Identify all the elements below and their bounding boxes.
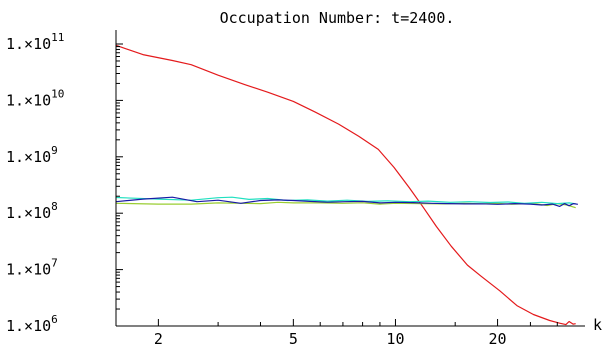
chart-title: Occupation Number: t=2400. (220, 9, 455, 27)
y-tick-label: 1.×109 (6, 144, 58, 166)
series-layer (115, 44, 578, 326)
x-tick-label: 10 (386, 330, 404, 347)
y-tick-label: 1.×106 (6, 313, 58, 335)
series-line-1 (115, 44, 576, 326)
series-line-4 (115, 196, 578, 207)
series-line-2 (115, 201, 576, 209)
y-tick-label: 1.×1011 (6, 31, 64, 53)
x-tick-label: 2 (154, 330, 163, 347)
y-tick-label: 1.×107 (6, 257, 58, 279)
y-tick-label: 1.×108 (6, 200, 58, 222)
x-tick-label: 5 (289, 330, 298, 347)
x-tick-label: 20 (489, 330, 507, 347)
y-tick-label: 1.×1010 (6, 87, 64, 109)
x-ticks: 2 5 10 20 (154, 319, 558, 347)
series-line-3 (115, 196, 576, 205)
y-ticks: 1.×106 1.×107 1.×108 1.×109 1.×1010 1.×1011 (6, 31, 123, 335)
x-axis-label: k (593, 316, 602, 334)
